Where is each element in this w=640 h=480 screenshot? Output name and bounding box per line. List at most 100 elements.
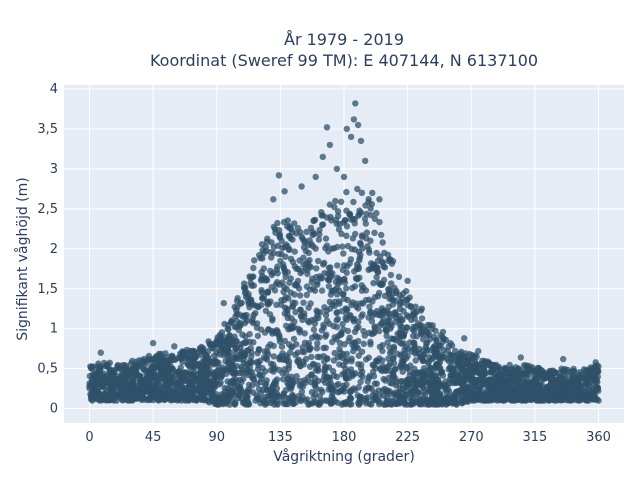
data-point	[339, 243, 346, 250]
data-point	[407, 303, 414, 310]
data-point	[256, 371, 263, 378]
data-point	[370, 396, 377, 403]
data-point	[442, 336, 450, 344]
data-point	[396, 400, 403, 407]
data-point	[387, 379, 394, 387]
data-point	[396, 292, 403, 299]
data-point	[363, 229, 371, 236]
data-point	[318, 287, 326, 294]
data-point	[218, 391, 226, 398]
data-point	[442, 396, 450, 403]
data-point	[154, 396, 162, 404]
data-point	[384, 251, 392, 258]
data-point	[307, 264, 314, 271]
data-point	[412, 350, 419, 357]
data-point	[373, 210, 380, 217]
data-point	[230, 341, 237, 348]
data-point	[293, 373, 300, 380]
data-point	[222, 370, 230, 377]
data-point	[502, 384, 510, 391]
data-point	[149, 339, 157, 347]
data-point	[526, 371, 533, 379]
data-point	[178, 354, 185, 361]
data-point	[520, 362, 528, 369]
data-point	[469, 377, 476, 384]
data-point	[148, 389, 155, 397]
data-point	[225, 321, 232, 329]
data-point	[281, 337, 288, 345]
data-point	[386, 349, 394, 357]
data-point	[454, 351, 461, 359]
y-tick-labels: 0 0,5 1 1,5 2 2,5 3 3,5 4	[37, 82, 58, 417]
y-tick-label: 0,5	[37, 362, 58, 377]
data-point	[263, 238, 271, 245]
data-point	[221, 384, 228, 392]
data-point	[229, 390, 236, 397]
data-point	[497, 396, 504, 403]
data-point	[319, 388, 326, 395]
data-point	[437, 365, 444, 372]
data-point	[366, 329, 373, 336]
data-point	[290, 394, 297, 401]
data-point	[480, 374, 487, 382]
data-point	[402, 387, 410, 394]
data-point	[305, 339, 313, 347]
data-point	[189, 347, 197, 354]
data-point	[534, 364, 542, 372]
data-point	[583, 378, 590, 386]
data-point	[430, 343, 437, 351]
data-point	[281, 366, 288, 373]
data-point	[378, 320, 385, 327]
data-point	[357, 209, 365, 216]
data-point	[329, 287, 336, 295]
data-point	[412, 357, 419, 364]
data-point	[343, 381, 350, 388]
y-tick-label: 2,5	[37, 202, 58, 217]
data-point	[516, 382, 523, 389]
data-point	[288, 382, 296, 390]
data-point	[362, 296, 370, 304]
data-point	[295, 285, 303, 292]
data-point	[95, 390, 103, 398]
data-point	[336, 345, 343, 352]
data-point	[422, 326, 429, 334]
data-point	[365, 384, 372, 391]
data-point	[250, 264, 257, 272]
data-point	[315, 257, 322, 265]
data-point	[570, 368, 578, 375]
data-point	[334, 208, 342, 215]
data-point	[328, 245, 335, 252]
data-point	[350, 215, 357, 223]
data-point	[289, 236, 296, 243]
data-point	[507, 396, 515, 404]
data-point	[392, 375, 399, 382]
data-point	[389, 398, 397, 405]
chart-subtitle: Koordinat (Sweref 99 TM): E 407144, N 61…	[150, 51, 538, 70]
data-point	[95, 396, 102, 403]
data-point	[231, 400, 238, 407]
data-point	[300, 299, 307, 306]
data-point	[208, 358, 215, 366]
data-point	[391, 335, 398, 343]
data-point	[372, 266, 379, 273]
data-points	[86, 100, 602, 408]
data-point	[242, 284, 249, 291]
data-point	[269, 361, 277, 368]
data-point	[323, 214, 331, 221]
data-point	[220, 299, 227, 307]
data-point	[198, 370, 205, 377]
data-point	[313, 345, 321, 352]
data-point	[320, 344, 327, 352]
data-point	[333, 165, 341, 173]
data-point	[317, 309, 324, 316]
x-tick-label: 360	[586, 430, 611, 445]
data-point	[320, 321, 327, 329]
data-point	[343, 306, 350, 313]
data-point	[301, 330, 308, 337]
data-point	[186, 362, 193, 369]
data-point	[270, 353, 277, 360]
data-point	[392, 297, 400, 304]
data-point	[305, 346, 312, 353]
data-point	[369, 189, 376, 197]
data-point	[340, 250, 347, 257]
